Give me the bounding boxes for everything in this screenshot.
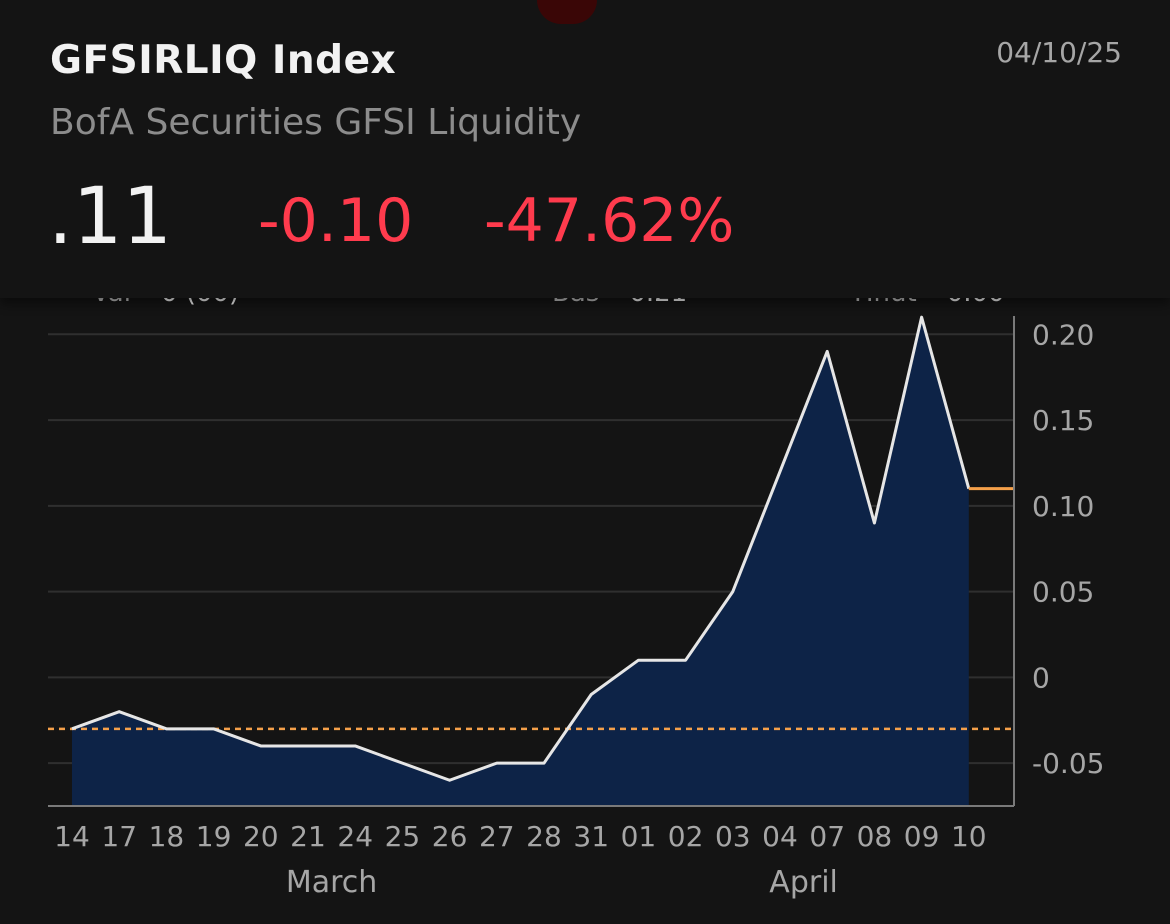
net-change: -0.10 xyxy=(258,186,414,256)
x-tick-label: 10 xyxy=(951,820,987,853)
y-tick-label: 0.20 xyxy=(1032,318,1094,351)
ticker-title: GFSIRLIQ Index xyxy=(50,38,397,83)
y-tick-label: -0.05 xyxy=(1032,747,1104,780)
decorative-blob xyxy=(537,0,597,24)
x-tick-label: 03 xyxy=(715,820,751,853)
x-tick-label: 09 xyxy=(904,820,940,853)
x-tick-label: 27 xyxy=(479,820,515,853)
x-tick-label: 25 xyxy=(385,820,421,853)
x-tick-labels: 14 17 18 19 20 21 24 25 26 27 28 31 01 02 03 04 07 08 09 10 xyxy=(54,820,986,853)
x-tick-label: 31 xyxy=(573,820,609,853)
x-tick-label: 26 xyxy=(432,820,468,853)
y-tick-label: 0.05 xyxy=(1032,576,1094,609)
x-tick-label: 02 xyxy=(668,820,704,853)
x-tick-label: 18 xyxy=(149,820,185,853)
security-description: BofA Securities GFSI Liquidity xyxy=(50,102,582,143)
y-tick-label: 0.10 xyxy=(1032,490,1094,523)
series-line xyxy=(71,315,971,782)
quote-date: 04/10/25 xyxy=(996,36,1122,69)
x-tick-label: 20 xyxy=(243,820,279,853)
last-price: .11 xyxy=(48,172,173,262)
y-tick-labels: -0.05 0 0.05 0.10 0.15 0.20 xyxy=(1032,318,1104,780)
x-tick-label: 01 xyxy=(621,820,657,853)
x-tick-label: 04 xyxy=(762,820,798,853)
x-tick-label: 21 xyxy=(290,820,326,853)
y-tick-label: 0 xyxy=(1032,661,1050,694)
x-tick-label: 19 xyxy=(196,820,232,853)
y-tick-label: 0.15 xyxy=(1032,404,1094,437)
quote-header: GFSIRLIQ Index 04/10/25 BofA Securities … xyxy=(0,0,1170,298)
area-fill xyxy=(72,317,969,806)
x-tick-label: 17 xyxy=(101,820,137,853)
x-tick-label: 14 xyxy=(54,820,90,853)
x-tick-label: 07 xyxy=(809,820,845,853)
x-tick-label: 08 xyxy=(857,820,893,853)
x-tick-label: 24 xyxy=(337,820,373,853)
month-label: April xyxy=(769,865,838,900)
percent-change: -47.62% xyxy=(484,186,735,256)
month-labels: March April xyxy=(286,865,838,900)
month-label: March xyxy=(286,865,377,900)
x-tick-label: 28 xyxy=(526,820,562,853)
